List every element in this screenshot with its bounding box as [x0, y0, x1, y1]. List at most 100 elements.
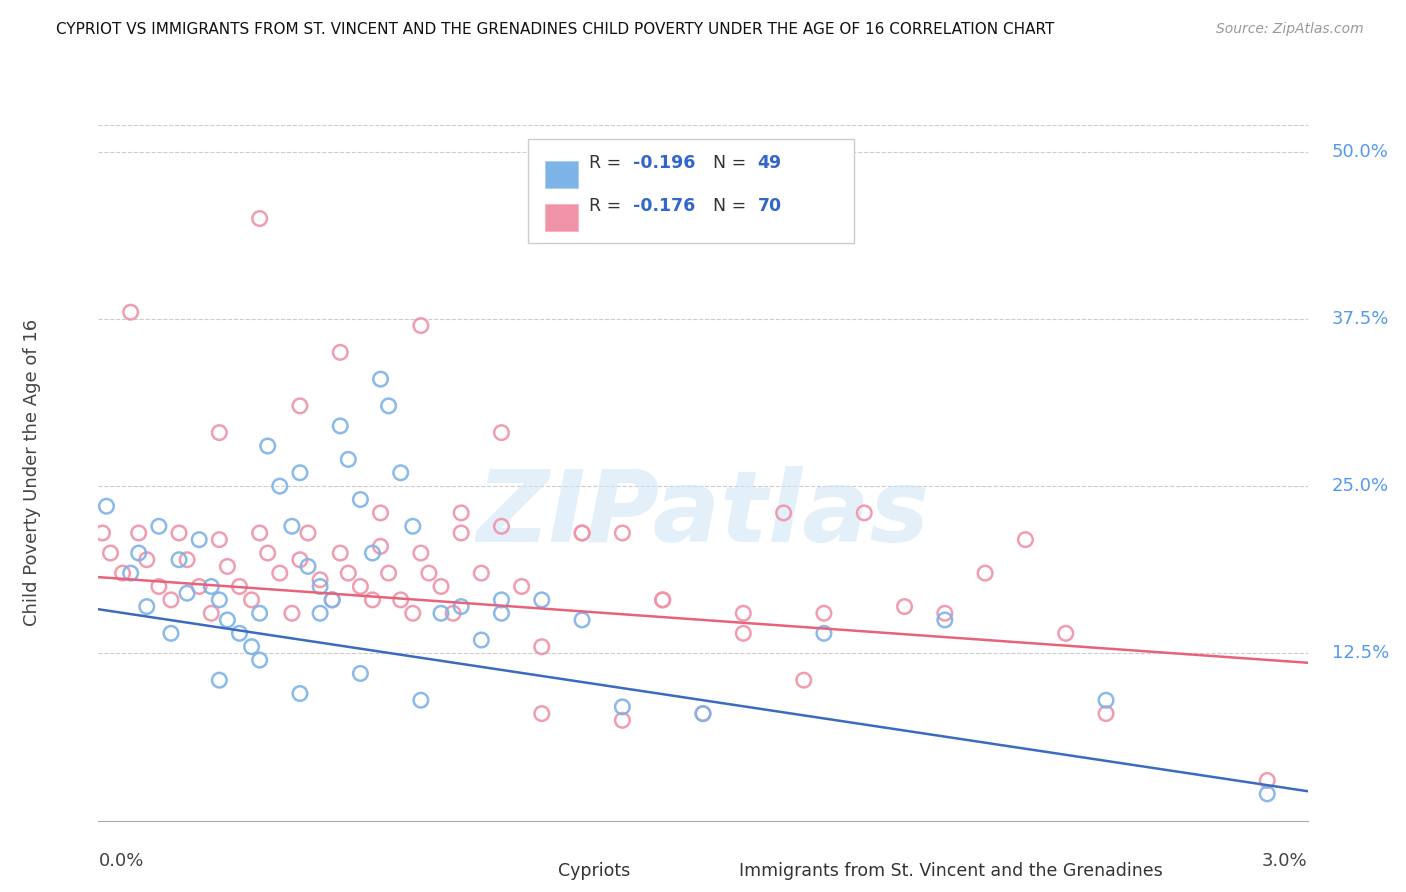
- Point: [612, 699, 634, 714]
- Point: [377, 566, 399, 581]
- Point: [208, 425, 231, 440]
- Point: [281, 519, 304, 533]
- Point: [160, 592, 183, 607]
- Point: [450, 506, 472, 520]
- Text: -0.176: -0.176: [633, 197, 695, 215]
- Point: [309, 573, 332, 587]
- Text: ZIPatlas: ZIPatlas: [477, 466, 929, 563]
- Point: [470, 566, 492, 581]
- Point: [309, 580, 332, 594]
- Point: [208, 673, 231, 688]
- Point: [167, 526, 190, 541]
- Point: [571, 613, 593, 627]
- Text: 12.5%: 12.5%: [1331, 644, 1389, 663]
- Text: 50.0%: 50.0%: [1331, 143, 1389, 161]
- Text: Source: ZipAtlas.com: Source: ZipAtlas.com: [1216, 22, 1364, 37]
- Point: [530, 592, 553, 607]
- Point: [409, 546, 432, 560]
- Point: [651, 592, 673, 607]
- Point: [692, 706, 714, 721]
- Text: Cypriots: Cypriots: [558, 863, 630, 880]
- Point: [240, 640, 263, 654]
- Point: [651, 592, 673, 607]
- Point: [148, 519, 170, 533]
- Point: [288, 399, 311, 413]
- Point: [120, 566, 142, 581]
- Point: [1014, 533, 1036, 547]
- Text: R =: R =: [589, 154, 627, 172]
- Text: -0.196: -0.196: [633, 154, 695, 172]
- Point: [934, 613, 956, 627]
- Point: [240, 592, 263, 607]
- Point: [1054, 626, 1077, 640]
- Point: [288, 687, 311, 701]
- Point: [530, 640, 553, 654]
- Point: [370, 539, 392, 553]
- Point: [249, 653, 271, 667]
- FancyBboxPatch shape: [527, 139, 855, 244]
- Point: [361, 546, 384, 560]
- Point: [1256, 787, 1278, 801]
- Point: [269, 566, 291, 581]
- Point: [470, 633, 492, 648]
- Point: [337, 566, 360, 581]
- Point: [188, 533, 211, 547]
- Text: 70: 70: [758, 197, 782, 215]
- Point: [349, 580, 371, 594]
- Point: [96, 500, 118, 514]
- Point: [530, 706, 553, 721]
- Point: [510, 580, 533, 594]
- Text: R =: R =: [589, 197, 627, 215]
- Text: 49: 49: [758, 154, 782, 172]
- Point: [450, 599, 472, 614]
- Point: [370, 372, 392, 386]
- FancyBboxPatch shape: [544, 204, 578, 231]
- Point: [1095, 693, 1118, 707]
- Point: [228, 580, 250, 594]
- Point: [491, 425, 513, 440]
- Text: Immigrants from St. Vincent and the Grenadines: Immigrants from St. Vincent and the Gren…: [740, 863, 1163, 880]
- Point: [111, 566, 134, 581]
- Point: [793, 673, 815, 688]
- Point: [176, 552, 198, 567]
- Text: 3.0%: 3.0%: [1263, 852, 1308, 870]
- Point: [297, 526, 319, 541]
- Point: [418, 566, 440, 581]
- Point: [612, 714, 634, 728]
- Point: [853, 506, 876, 520]
- Point: [288, 466, 311, 480]
- Point: [249, 526, 271, 541]
- Point: [309, 607, 332, 621]
- FancyBboxPatch shape: [544, 161, 578, 188]
- Point: [430, 580, 453, 594]
- Point: [329, 419, 352, 434]
- Point: [491, 607, 513, 621]
- Point: [893, 599, 915, 614]
- Point: [402, 519, 425, 533]
- Point: [402, 607, 425, 621]
- Point: [297, 559, 319, 574]
- Point: [491, 592, 513, 607]
- Point: [321, 592, 343, 607]
- Point: [450, 526, 472, 541]
- Point: [389, 592, 412, 607]
- Text: Child Poverty Under the Age of 16: Child Poverty Under the Age of 16: [22, 319, 41, 626]
- Text: CYPRIOT VS IMMIGRANTS FROM ST. VINCENT AND THE GRENADINES CHILD POVERTY UNDER TH: CYPRIOT VS IMMIGRANTS FROM ST. VINCENT A…: [56, 22, 1054, 37]
- Point: [281, 607, 304, 621]
- Text: N =: N =: [713, 197, 751, 215]
- Point: [148, 580, 170, 594]
- Point: [176, 586, 198, 600]
- Point: [329, 345, 352, 359]
- Point: [612, 526, 634, 541]
- Point: [974, 566, 997, 581]
- Point: [217, 613, 239, 627]
- Point: [409, 318, 432, 333]
- Point: [167, 552, 190, 567]
- Point: [813, 626, 835, 640]
- Point: [430, 607, 453, 621]
- Point: [337, 452, 360, 467]
- Point: [329, 546, 352, 560]
- Point: [249, 211, 271, 226]
- Point: [733, 626, 755, 640]
- Point: [200, 580, 222, 594]
